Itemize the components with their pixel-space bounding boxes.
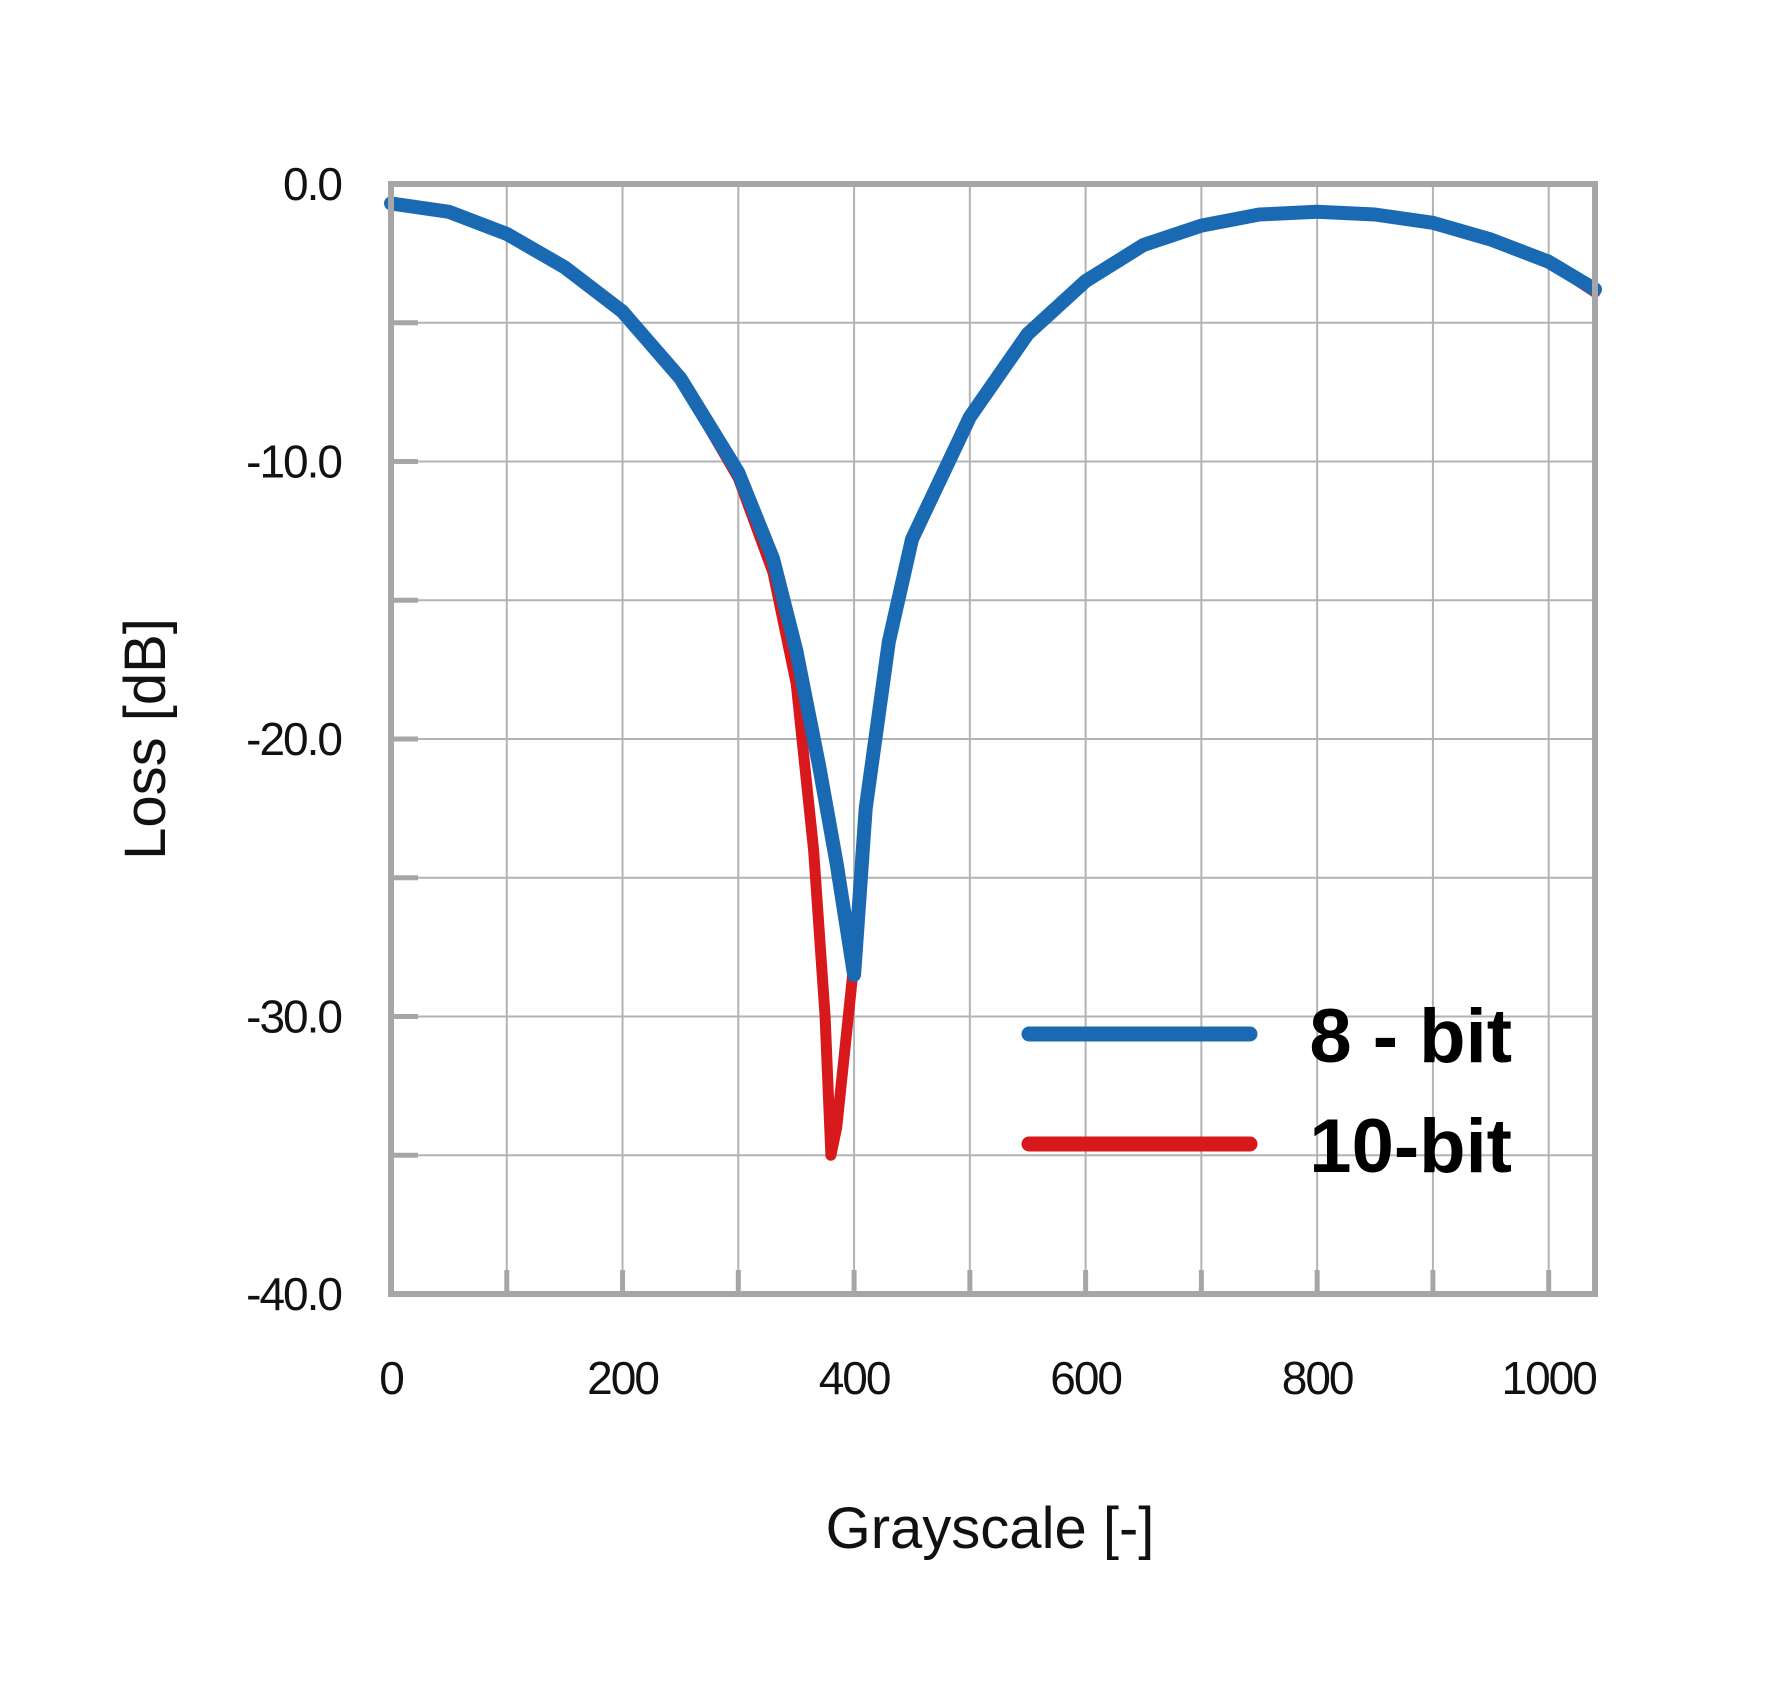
x-tick-label: 600: [1050, 1352, 1121, 1404]
x-axis-title: Grayscale [-]: [826, 1496, 1155, 1561]
y-tick-label: -10.0: [246, 436, 341, 488]
x-tick-label: 800: [1282, 1352, 1353, 1404]
y-tick-label: -40.0: [246, 1268, 341, 1320]
x-tick-label: 0: [379, 1352, 403, 1404]
x-tick-label: 200: [587, 1352, 658, 1404]
legend-label-8bit: 8 - bit: [1309, 994, 1512, 1079]
series-line-8bit: [384, 196, 1602, 982]
x-tick-label: 400: [819, 1352, 890, 1404]
x-tick-label: 1000: [1502, 1352, 1597, 1404]
axis-ticks: [391, 320, 1552, 1294]
tick-labels: 0 200 400 600 800 1000 0.0 -10.0 -20.0 -30.0 -40.0: [246, 158, 1598, 1404]
y-tick-label: 0.0: [283, 158, 341, 210]
y-tick-label: -30.0: [246, 991, 341, 1043]
legend: 8 - bit 10-bit: [1021, 994, 1512, 1189]
y-tick-label: -20.0: [246, 713, 341, 765]
y-axis-title: Loss [dB]: [113, 618, 178, 860]
series-lines: [384, 196, 1602, 1161]
grid: [391, 184, 1595, 1294]
legend-label-10bit: 10-bit: [1309, 1104, 1512, 1189]
